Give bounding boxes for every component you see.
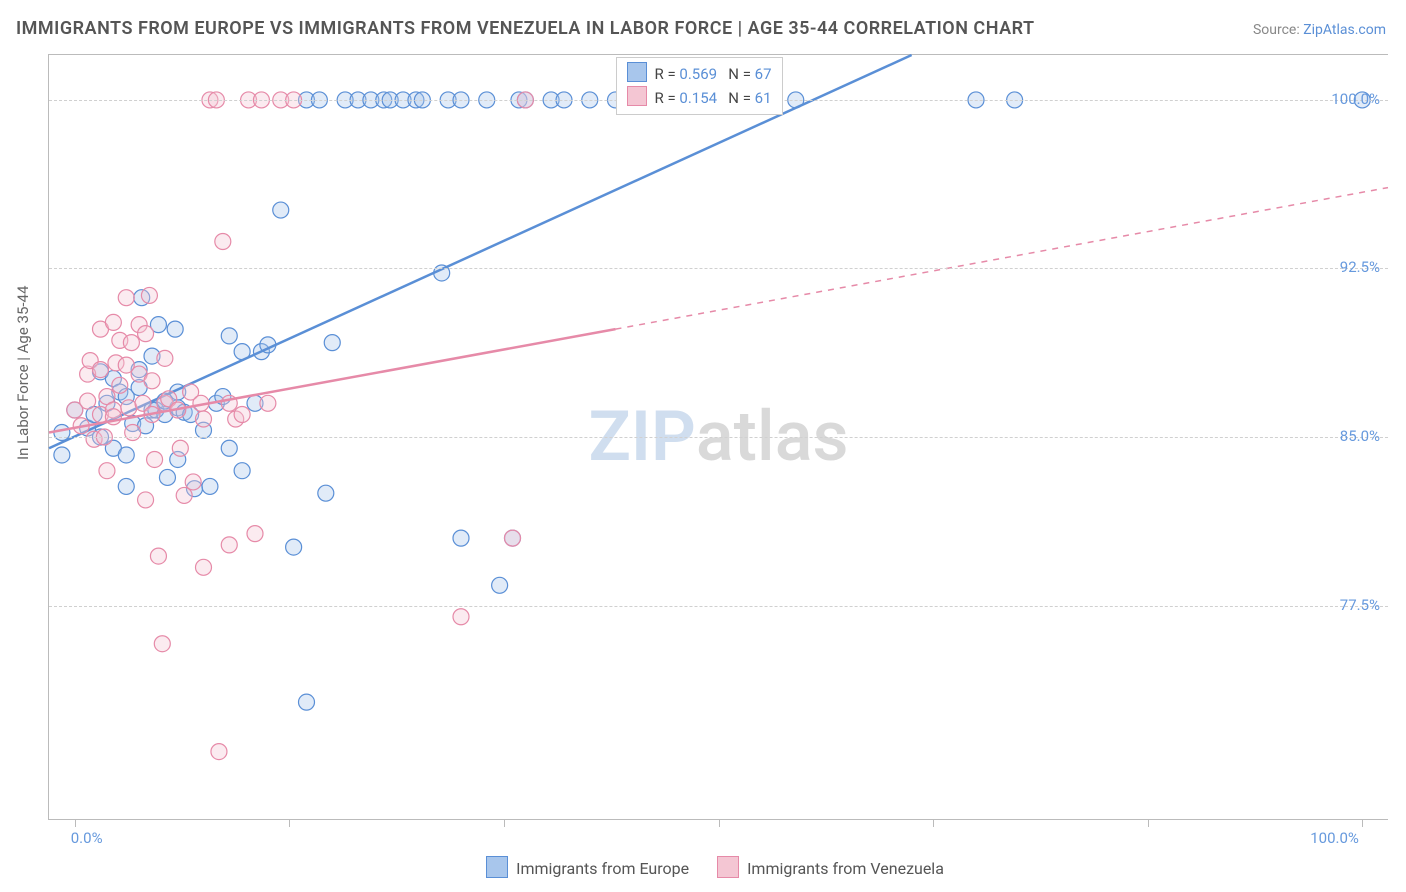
r-value: 0.154 <box>679 89 717 107</box>
n-label: N = <box>728 65 754 83</box>
data-point <box>211 744 227 760</box>
data-point <box>505 530 521 546</box>
x-tick-label: 0.0% <box>71 829 103 847</box>
data-point <box>125 425 141 441</box>
legend-swatch <box>627 86 647 106</box>
data-point <box>196 411 212 427</box>
data-point <box>112 377 128 393</box>
data-point <box>324 335 340 351</box>
data-point <box>123 335 139 351</box>
data-point <box>215 234 231 250</box>
data-point <box>121 400 137 416</box>
source-attribution: Source: ZipAtlas.com <box>1253 22 1386 38</box>
legend-bottom: Immigrants from Europe Immigrants from V… <box>0 856 1406 878</box>
data-point <box>196 559 212 575</box>
legend-stats-row: R = 0.569 N = 67 <box>627 62 772 86</box>
data-point <box>105 314 121 330</box>
x-tick <box>1362 819 1363 827</box>
gridline <box>49 268 1388 269</box>
r-value: 0.569 <box>679 65 717 83</box>
data-point <box>247 526 263 542</box>
data-point <box>286 539 302 555</box>
legend-label-europe: Immigrants from Europe <box>516 859 689 878</box>
data-point <box>299 694 315 710</box>
data-point <box>54 447 70 463</box>
legend-stats: R = 0.569 N = 67R = 0.154 N = 61 <box>616 57 783 115</box>
data-point <box>318 485 334 501</box>
data-point <box>453 609 469 625</box>
trendline-dashed <box>616 188 1389 330</box>
plot-area: ZIPatlas 77.5%85.0%92.5%100.0%0.0%100.0%… <box>48 54 1388 820</box>
gridline <box>49 606 1388 607</box>
data-point <box>234 407 250 423</box>
source-link[interactable]: ZipAtlas.com <box>1303 22 1386 38</box>
data-point <box>221 537 237 553</box>
y-tick-label: 100.0% <box>1331 90 1380 108</box>
x-tick <box>1148 819 1149 827</box>
legend-stats-row: R = 0.154 N = 61 <box>627 86 772 110</box>
r-label: R = <box>655 65 680 83</box>
legend-swatch-europe <box>486 856 508 878</box>
data-point <box>202 478 218 494</box>
y-axis-label: In Labor Force | Age 35-44 <box>14 286 32 460</box>
r-label: R = <box>655 89 680 107</box>
data-point <box>118 478 134 494</box>
n-value: 67 <box>755 65 772 83</box>
x-tick <box>933 819 934 827</box>
data-point <box>172 440 188 456</box>
x-tick <box>75 819 76 827</box>
data-point <box>118 290 134 306</box>
data-point <box>54 425 70 441</box>
data-point <box>273 202 289 218</box>
x-tick <box>504 819 505 827</box>
y-tick-label: 92.5% <box>1340 258 1380 276</box>
chart-title: IMMIGRANTS FROM EUROPE VS IMMIGRANTS FRO… <box>16 18 1035 39</box>
data-point <box>221 440 237 456</box>
data-point <box>99 463 115 479</box>
x-tick <box>289 819 290 827</box>
data-point <box>234 463 250 479</box>
x-tick <box>719 819 720 827</box>
data-point <box>118 447 134 463</box>
source-label: Source: <box>1253 22 1303 38</box>
data-point <box>138 492 154 508</box>
y-tick-label: 85.0% <box>1340 427 1380 445</box>
data-point <box>144 373 160 389</box>
data-point <box>154 636 170 652</box>
gridline <box>49 437 1388 438</box>
data-point <box>492 577 508 593</box>
data-point <box>80 393 96 409</box>
data-point <box>159 469 175 485</box>
n-value: 61 <box>755 89 772 107</box>
legend-swatch <box>627 62 647 82</box>
data-point <box>93 362 109 378</box>
data-point <box>141 287 157 303</box>
data-point <box>221 328 237 344</box>
data-point <box>260 395 276 411</box>
data-point <box>185 474 201 490</box>
chart-container: IMMIGRANTS FROM EUROPE VS IMMIGRANTS FRO… <box>0 0 1406 892</box>
y-tick-label: 77.5% <box>1340 596 1380 614</box>
legend-label-venezuela: Immigrants from Venezuela <box>747 859 944 878</box>
data-point <box>157 350 173 366</box>
n-label: N = <box>728 89 754 107</box>
data-point <box>453 530 469 546</box>
data-point <box>147 451 163 467</box>
legend-swatch-venezuela <box>717 856 739 878</box>
data-point <box>138 326 154 342</box>
x-tick-label: 100.0% <box>1310 829 1359 847</box>
data-point <box>150 548 166 564</box>
data-point <box>167 321 183 337</box>
